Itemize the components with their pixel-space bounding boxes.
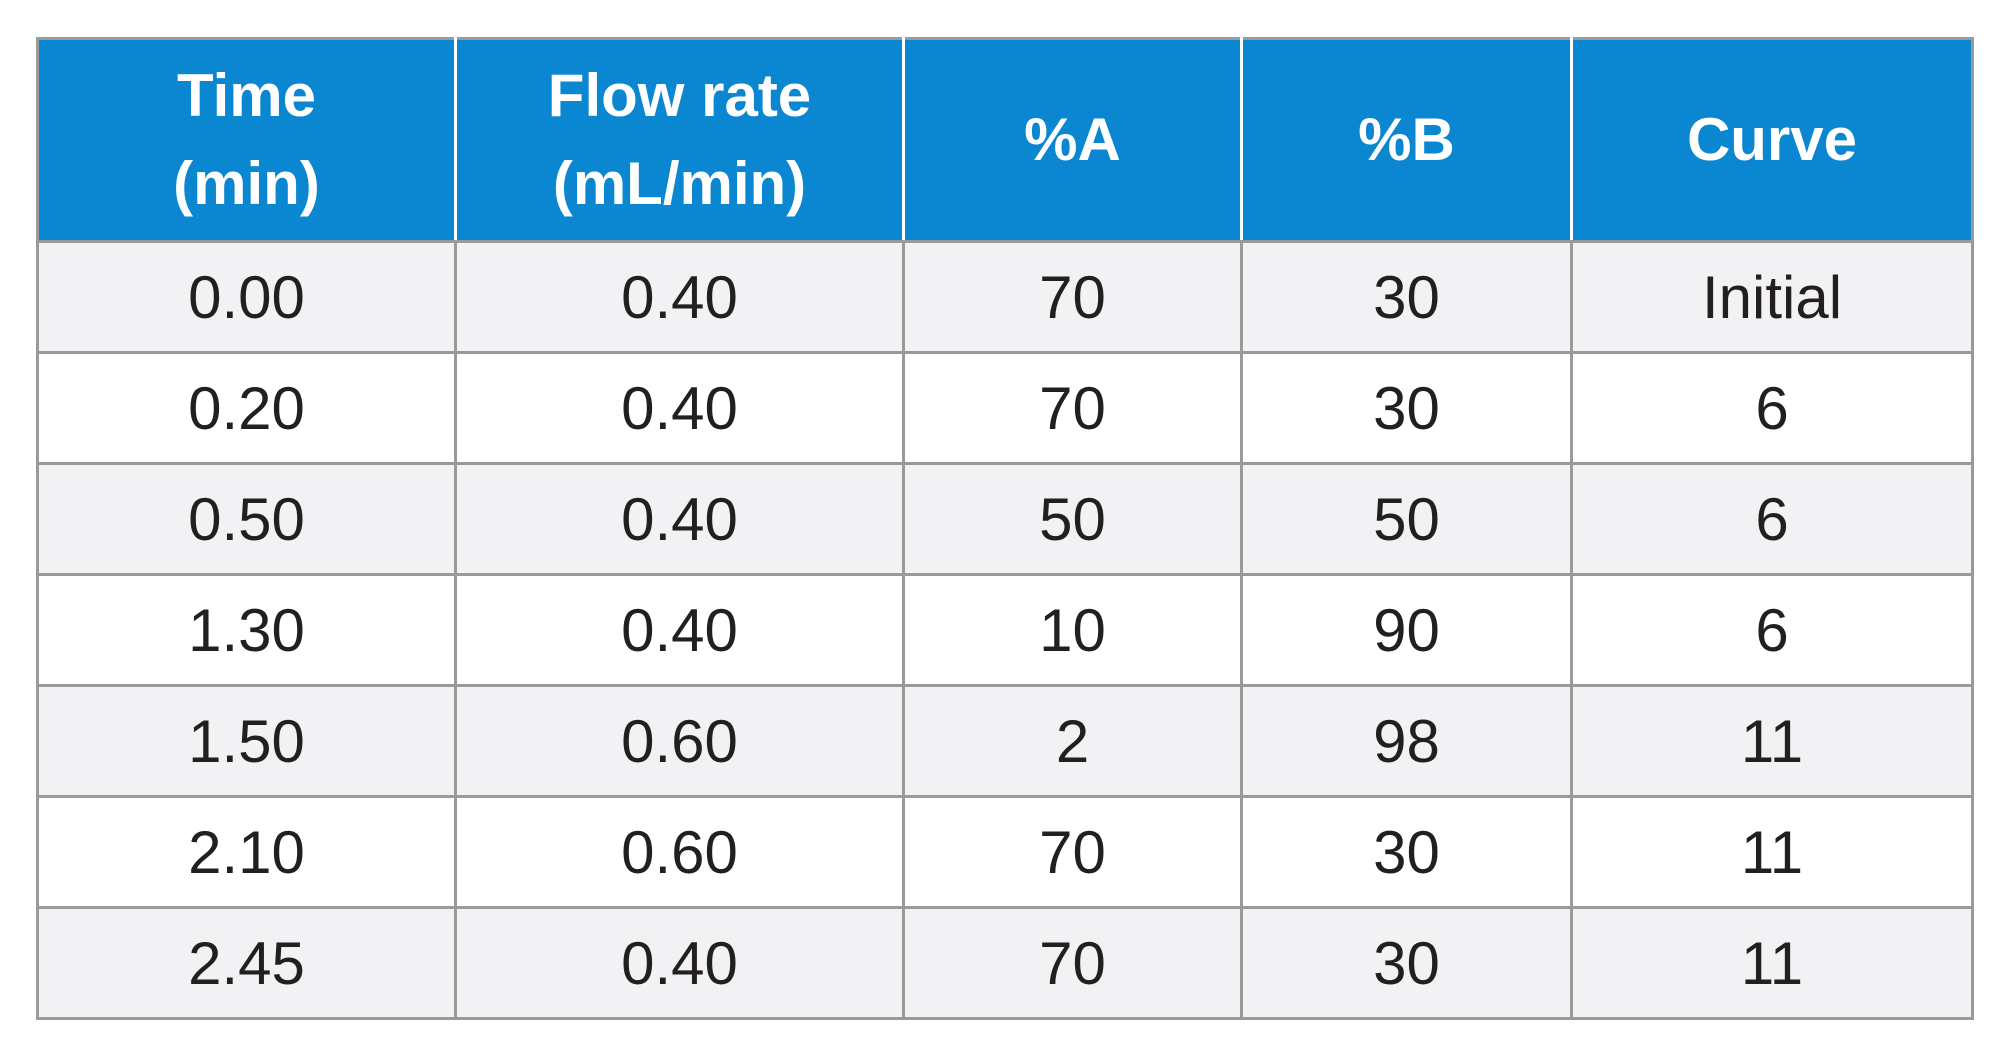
cell-curve: 6 — [1570, 351, 1974, 465]
cell-flow-rate: 0.40 — [454, 240, 905, 354]
header-percent-a-label: %A — [1024, 106, 1121, 173]
cell-percent-b: 30 — [1240, 351, 1573, 465]
cell-percent-b: 50 — [1240, 462, 1573, 576]
cell-curve: 6 — [1570, 573, 1974, 687]
cell-percent-b: 30 — [1240, 240, 1573, 354]
cell-time: 2.45 — [36, 906, 457, 1020]
cell-percent-a: 70 — [902, 795, 1243, 909]
cell-curve: 11 — [1570, 684, 1974, 798]
header-time-label: Time — [177, 62, 316, 129]
header-time-unit: (min) — [173, 150, 320, 217]
cell-flow-rate: 0.40 — [454, 906, 905, 1020]
header-percent-b: %B — [1240, 37, 1573, 243]
cell-percent-b: 90 — [1240, 573, 1573, 687]
cell-percent-a: 50 — [902, 462, 1243, 576]
cell-percent-b: 30 — [1240, 795, 1573, 909]
cell-flow-rate: 0.40 — [454, 351, 905, 465]
cell-percent-a: 2 — [902, 684, 1243, 798]
header-curve-label: Curve — [1686, 106, 1858, 173]
cell-time: 1.50 — [36, 684, 457, 798]
table-row: 0.00 0.40 70 30 Initial — [36, 240, 1974, 354]
cell-curve: 11 — [1570, 906, 1974, 1020]
cell-curve: 11 — [1570, 795, 1974, 909]
table-row: 1.30 0.40 10 90 6 — [36, 573, 1974, 687]
cell-percent-b: 30 — [1240, 906, 1573, 1020]
header-row: Time (min) Flow rate (mL/min) %A %B Curv… — [36, 37, 1974, 243]
cell-time: 0.20 — [36, 351, 457, 465]
header-time: Time (min) — [36, 37, 457, 243]
table-row: 2.45 0.40 70 30 11 — [36, 906, 1974, 1020]
cell-percent-a: 70 — [902, 351, 1243, 465]
cell-time: 0.00 — [36, 240, 457, 354]
table-row: 1.50 0.60 2 98 11 — [36, 684, 1974, 798]
cell-flow-rate: 0.60 — [454, 684, 905, 798]
cell-time: 1.30 — [36, 573, 457, 687]
gradient-table: Time (min) Flow rate (mL/min) %A %B Curv… — [36, 37, 1974, 1020]
header-curve: Curve — [1570, 37, 1974, 243]
cell-flow-rate: 0.60 — [454, 795, 905, 909]
cell-flow-rate: 0.40 — [454, 462, 905, 576]
cell-curve: Initial — [1570, 240, 1974, 354]
gradient-table-container: Time (min) Flow rate (mL/min) %A %B Curv… — [36, 37, 1974, 1020]
cell-time: 0.50 — [36, 462, 457, 576]
table-row: 0.20 0.40 70 30 6 — [36, 351, 1974, 465]
cell-percent-a: 70 — [902, 906, 1243, 1020]
table-row: 2.10 0.60 70 30 11 — [36, 795, 1974, 909]
cell-flow-rate: 0.40 — [454, 573, 905, 687]
header-flow-rate-label: Flow rate — [547, 62, 812, 129]
header-flow-rate: Flow rate (mL/min) — [454, 37, 905, 243]
cell-curve: 6 — [1570, 462, 1974, 576]
cell-percent-b: 98 — [1240, 684, 1573, 798]
cell-percent-a: 10 — [902, 573, 1243, 687]
cell-percent-a: 70 — [902, 240, 1243, 354]
header-flow-rate-unit: (mL/min) — [552, 150, 807, 217]
header-percent-b-label: %B — [1358, 106, 1455, 173]
cell-time: 2.10 — [36, 795, 457, 909]
table-row: 0.50 0.40 50 50 6 — [36, 462, 1974, 576]
header-percent-a: %A — [902, 37, 1243, 243]
